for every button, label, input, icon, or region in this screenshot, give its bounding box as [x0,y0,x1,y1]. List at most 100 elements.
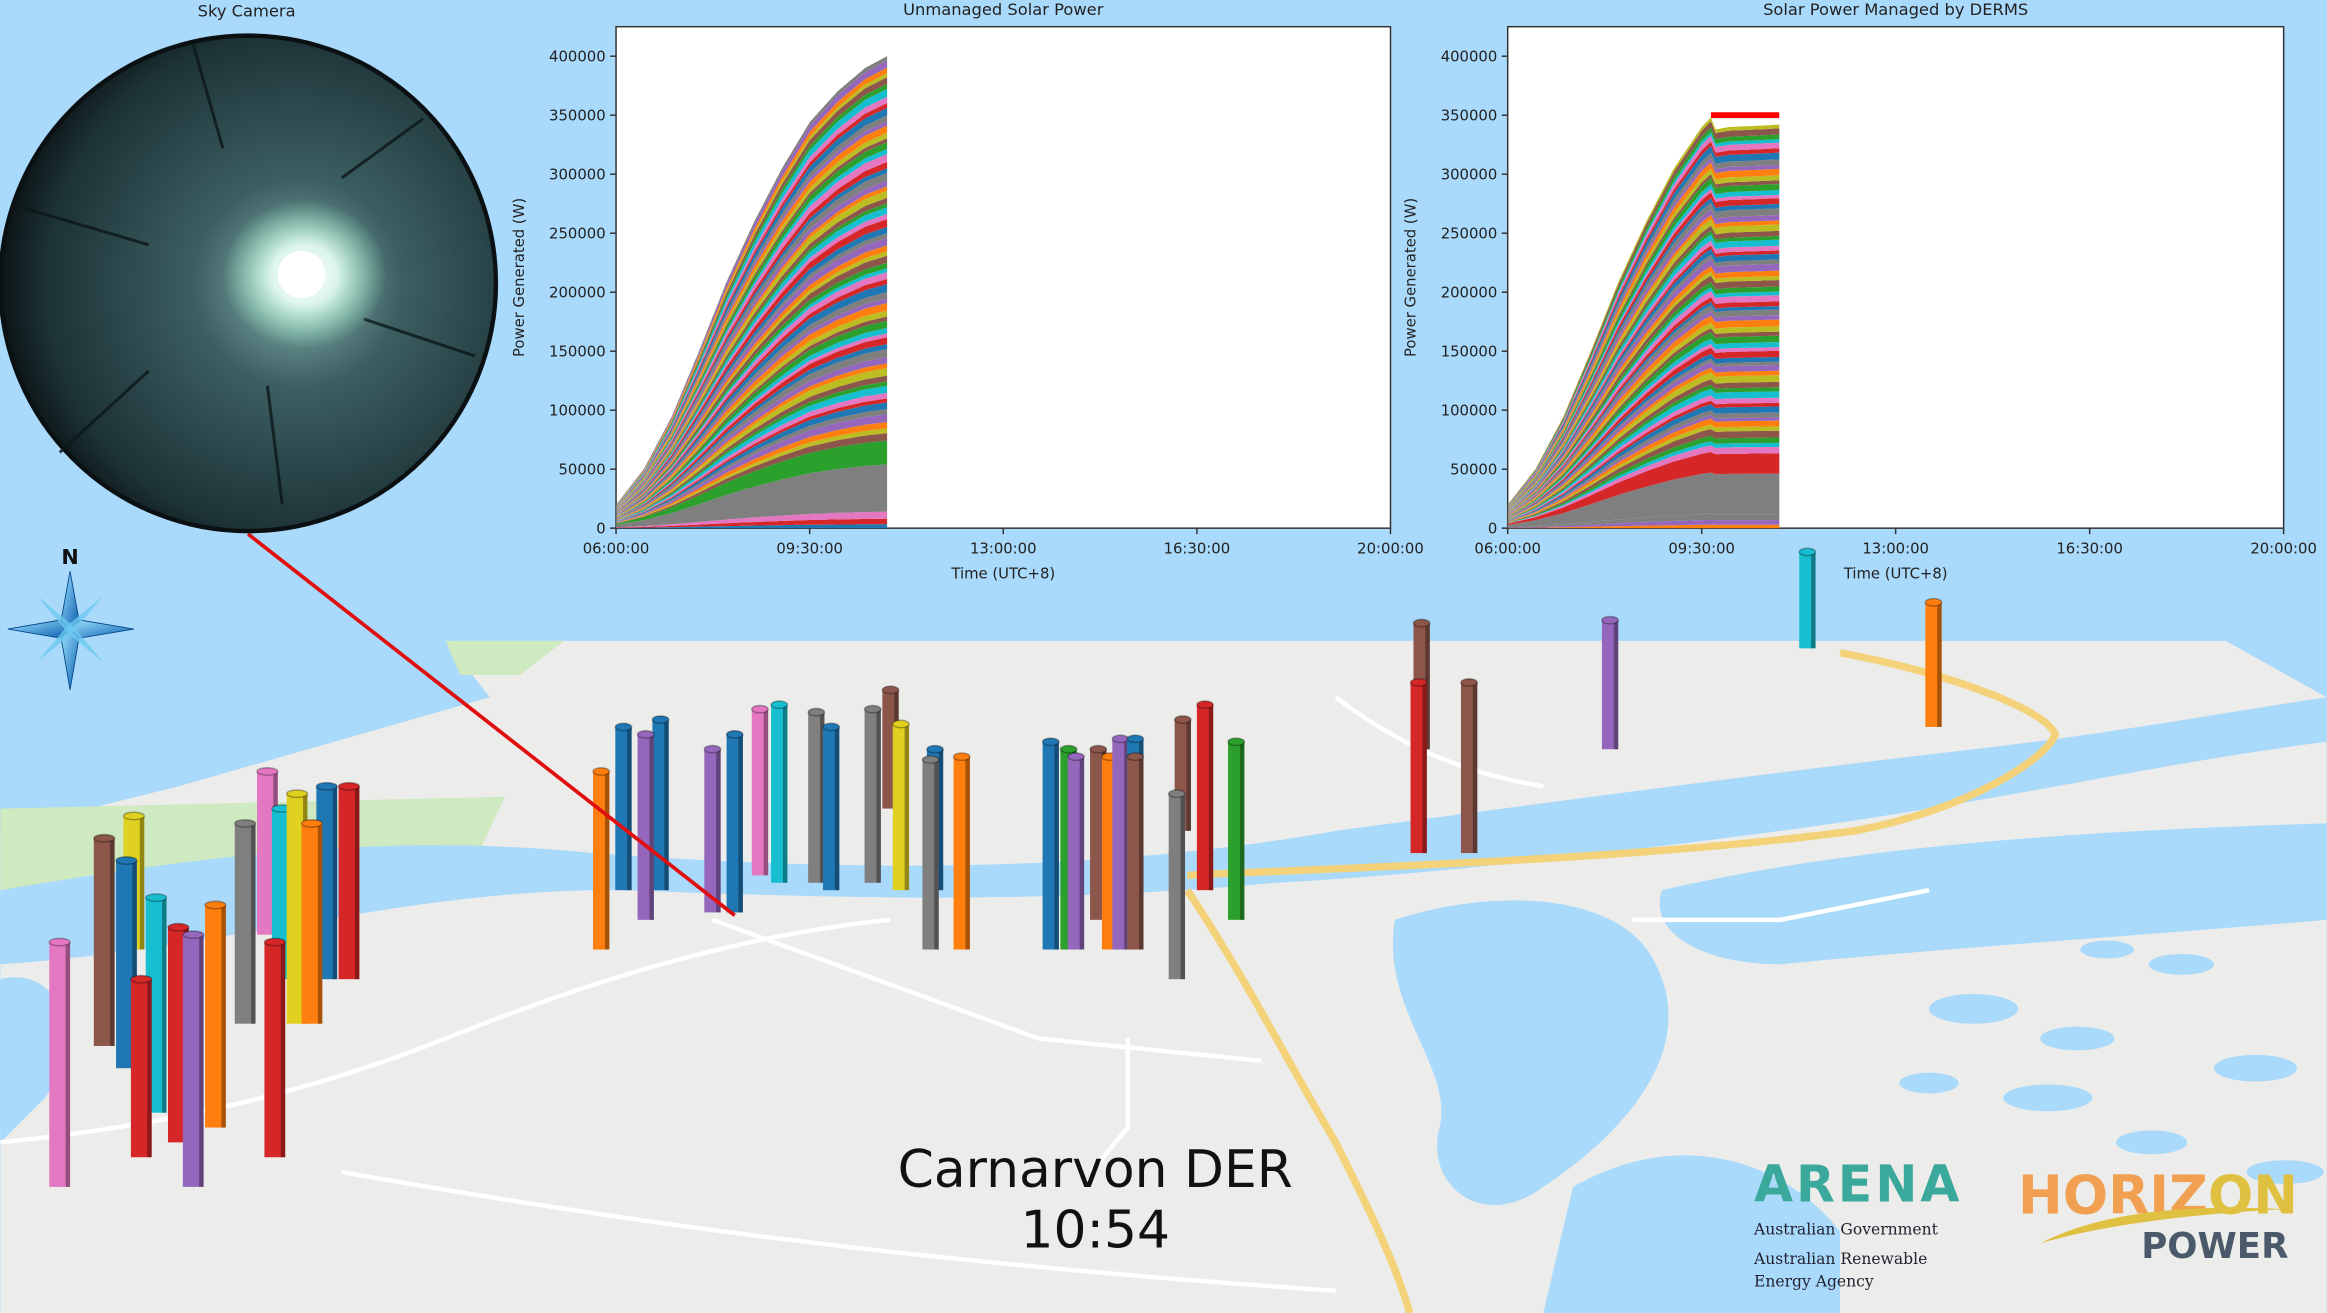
der-site-bar[interactable] [703,744,722,913]
x-tick-label: 13:00:00 [970,540,1037,557]
x-tick-label: 20:00:00 [1357,540,1424,557]
y-tick-label: 250000 [549,225,606,242]
stacked-area-band [616,402,888,523]
der-site-bar[interactable] [93,833,116,1046]
chart-title: Solar Power Managed by DERMS [1763,0,2028,19]
der-site-bar[interactable] [263,937,286,1158]
map[interactable] [0,547,2327,1313]
der-site-bar[interactable] [891,719,910,891]
der-site-bar[interactable] [1460,678,1479,854]
compass-north-label: N [61,545,78,569]
arena-logo-line3: Energy Agency [1754,1272,1874,1290]
der-site-bar[interactable] [822,722,841,891]
der-site-bar[interactable] [921,755,940,950]
der-site-bar[interactable] [807,707,826,883]
y-axis-label: Power Generated (W) [1403,198,1420,357]
der-site-bar[interactable] [1227,737,1246,920]
stacked-area-band [616,518,888,529]
der-site-bar[interactable] [1111,734,1130,950]
stacked-area-band [616,349,888,520]
caption-title: Carnarvon DER [898,1140,1293,1200]
y-tick-label: 0 [596,520,605,537]
y-tick-label: 400000 [549,48,606,65]
stacked-area-band [616,422,888,524]
stacked-area-band [1507,524,1780,529]
der-site-bar[interactable] [1601,615,1619,750]
arena-logo-name: ARENA [1754,1155,1962,1214]
y-tick-label: 100000 [1441,402,1498,419]
x-tick-label: 16:30:00 [2056,540,2123,557]
stacked-area-band [616,433,888,524]
der-site-bar[interactable] [1409,678,1428,854]
lake [1392,900,1669,1205]
stacked-area-band [1507,520,1780,529]
y-tick-label: 200000 [549,284,606,301]
y-tick-label: 200000 [1441,284,1498,301]
x-tick-label: 09:30:00 [776,540,843,557]
y-tick-label: 150000 [549,343,606,360]
lake [1543,1155,1841,1313]
stacked-area-band [616,440,888,525]
der-site-bar[interactable] [1126,752,1145,950]
y-tick-label: 150000 [1441,343,1498,360]
horizon-logo-name-part2: ON [2208,1164,2298,1227]
der-site-bar[interactable] [592,767,611,950]
compass: N [7,545,134,690]
lake [1659,823,2327,965]
der-site-bar[interactable] [1067,752,1085,950]
y-tick-label: 0 [1488,520,1497,537]
y-tick-label: 300000 [1441,166,1498,183]
sky-camera-link-line [246,532,736,917]
y-tick-label: 400000 [1441,48,1498,65]
stacked-area-band [1507,513,1780,528]
der-site-bar[interactable] [651,715,670,891]
stacked-area-band [616,385,888,522]
y-tick-label: 300000 [549,166,606,183]
y-tick-label: 100000 [549,402,606,419]
y-tick-label: 50000 [1450,461,1497,478]
der-site-bar[interactable] [337,781,361,980]
der-site-bar[interactable] [234,818,257,1024]
y-tick-label: 350000 [1441,107,1498,124]
x-tick-label: 09:30:00 [1668,540,1735,557]
der-site-bar[interactable] [1041,737,1060,950]
stacked-area-band [1507,452,1780,525]
arena-logo-line1: Australian Government [1753,1220,1939,1238]
caption-time: 10:54 [1020,1201,1170,1261]
der-site-bar[interactable] [952,752,971,950]
sky-camera-title: Sky Camera [198,1,296,20]
der-site-bar[interactable] [182,930,205,1187]
stacked-area-band [616,428,888,524]
der-site-bar[interactable] [863,704,882,883]
x-tick-label: 06:00:00 [1474,540,1541,557]
der-site-bar[interactable] [770,700,789,883]
der-site-bar[interactable] [1798,547,1817,649]
horizon-logo-sub: POWER [2141,1226,2288,1267]
y-tick-label: 350000 [549,107,606,124]
y-axis-label: Power Generated (W) [511,198,528,357]
der-site-bar[interactable] [300,818,324,1024]
sky-camera: Sky Camera [0,1,499,534]
lake-cluster [1899,881,2324,1184]
der-site-bar[interactable] [130,974,153,1158]
der-site-bar[interactable] [751,704,769,876]
der-site-bar[interactable] [1167,789,1186,980]
x-tick-label: 16:30:00 [1164,540,1231,557]
der-site-bar[interactable] [725,729,744,913]
der-site-bar[interactable] [614,722,633,891]
stacked-area-band [616,524,888,529]
der-site-bar[interactable] [1196,700,1214,891]
chart-unmanaged-solar-power: Unmanaged Solar Power 0 50000 100000 150000 2… [511,0,1424,583]
der-site-bar[interactable] [1924,597,1943,727]
arena-logo-line2: Australian Renewable [1753,1250,1927,1268]
x-tick-label: 06:00:00 [583,540,650,557]
arena-logo: ARENA Australian Government Australian R… [1753,1155,1962,1291]
compass-rose-icon [7,571,134,690]
der-site-bar[interactable] [48,937,71,1187]
der-site-bar[interactable] [636,729,655,920]
stacked-area-band [616,511,888,528]
park-area [445,640,565,676]
der-site-bars [48,547,1943,1187]
der-site-bar[interactable] [204,900,227,1128]
